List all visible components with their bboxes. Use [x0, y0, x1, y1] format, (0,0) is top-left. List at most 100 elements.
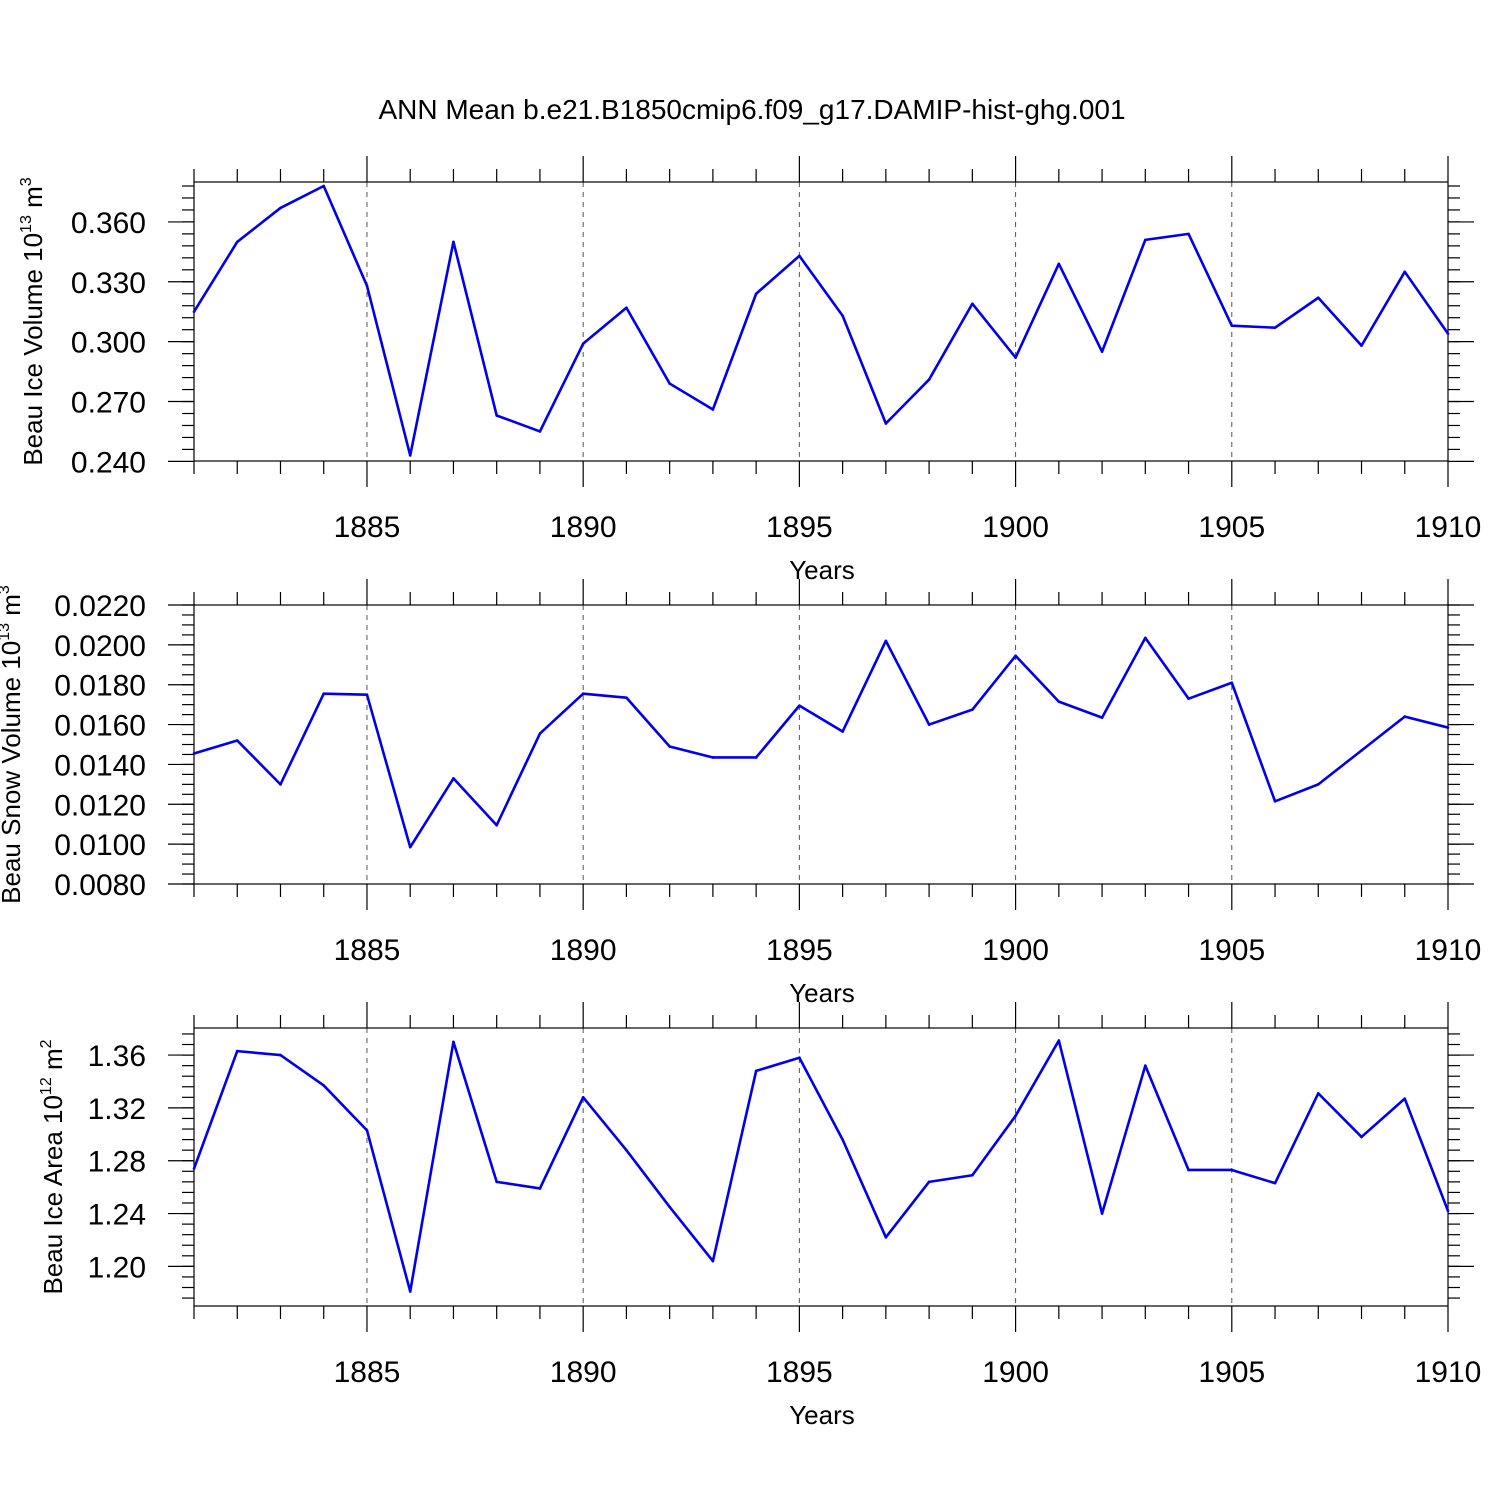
x-tick-label: 1890 — [550, 511, 617, 544]
data-point — [798, 254, 801, 258]
x-tick-label: 1910 — [1415, 511, 1482, 544]
data-point — [1316, 783, 1320, 786]
data-point — [1057, 262, 1061, 266]
chart-title: ANN Mean b.e21.B1850cmip6.f09_g17.DAMIP-… — [378, 94, 1125, 125]
data-point — [1446, 1209, 1450, 1213]
x-tick-label: 1890 — [550, 1356, 617, 1389]
data-point — [711, 1259, 715, 1263]
y-tick-label: 0.270 — [71, 387, 146, 420]
y-tick-label: 1.20 — [88, 1251, 146, 1284]
y-tick-label: 0.330 — [71, 267, 146, 300]
data-point — [711, 756, 715, 759]
data-point — [452, 240, 455, 244]
data-point — [884, 422, 888, 425]
data-point — [192, 752, 196, 755]
data-point — [971, 1173, 974, 1177]
panel-2: 0.0080 0.0100 0.0120 0.0140 0.0160 0.0180 0.02… — [0, 579, 1481, 1008]
data-point — [1273, 1181, 1277, 1185]
data-point — [408, 454, 412, 457]
series-line — [192, 184, 1450, 457]
y-axis-label: Beau Ice Volume 1013 m3 — [18, 177, 48, 465]
data-point — [365, 693, 369, 696]
data-point — [1187, 232, 1190, 236]
data-point — [581, 692, 585, 695]
data-point — [971, 708, 974, 711]
data-point — [322, 692, 326, 695]
x-axis-label: Years — [789, 1400, 855, 1430]
data-point — [754, 1069, 758, 1073]
data-point — [279, 206, 282, 210]
data-point — [279, 783, 282, 786]
x-tick-label: 1905 — [1198, 934, 1265, 967]
data-point — [798, 1056, 801, 1060]
data-point — [668, 382, 671, 385]
x-tick-label: 1910 — [1415, 1356, 1482, 1389]
data-point — [1100, 1212, 1104, 1215]
data-point — [538, 430, 542, 433]
data-point — [1014, 654, 1017, 658]
data-point — [1403, 715, 1407, 718]
x-tick-label: 1885 — [334, 511, 401, 544]
data-point — [1230, 1168, 1234, 1172]
data-point — [452, 1040, 455, 1044]
x-tick-label: 1895 — [766, 1356, 833, 1389]
data-point — [1014, 1114, 1017, 1118]
y-tick-label: 0.0160 — [54, 710, 146, 743]
data-point — [711, 408, 715, 411]
data-point — [538, 1187, 542, 1190]
data-point — [235, 739, 239, 742]
data-point — [408, 845, 412, 849]
data-point — [754, 756, 758, 759]
x-tick-label: 1885 — [334, 1356, 401, 1389]
data-point — [1316, 1092, 1320, 1095]
data-point — [841, 730, 844, 733]
data-point — [1230, 681, 1234, 685]
data-point — [495, 414, 498, 417]
x-tick-label: 1905 — [1198, 1356, 1265, 1389]
data-point — [365, 284, 369, 288]
series-line — [192, 1039, 1450, 1293]
data-point — [1144, 238, 1147, 242]
data-point — [1316, 296, 1320, 300]
data-point — [495, 823, 498, 827]
y-tick-label: 0.0080 — [54, 869, 146, 902]
data-point — [365, 1129, 369, 1132]
series-line — [193, 636, 1449, 849]
y-tick-label: 0.0100 — [54, 829, 146, 862]
data-point — [625, 306, 628, 310]
data-point — [1403, 270, 1407, 274]
x-tick-label: 1910 — [1415, 934, 1482, 967]
data-point — [1446, 332, 1450, 335]
data-point — [1144, 636, 1147, 640]
data-point — [235, 240, 239, 244]
data-point — [538, 732, 542, 735]
data-point — [495, 1180, 498, 1184]
data-point — [279, 1053, 282, 1057]
y-tick-label: 1.36 — [88, 1040, 146, 1073]
data-point — [1446, 726, 1450, 729]
y-axis-label: Beau Ice Area 1012 m2 — [38, 1039, 68, 1294]
y-tick-label: 1.24 — [88, 1199, 146, 1232]
data-point — [1230, 324, 1234, 327]
data-point — [841, 314, 844, 318]
x-tick-label: 1895 — [766, 511, 833, 544]
y-tick-label: 0.360 — [71, 207, 146, 240]
data-point — [1144, 1064, 1147, 1067]
data-point — [754, 292, 758, 296]
data-point — [452, 777, 455, 780]
x-tick-label: 1900 — [982, 1356, 1049, 1389]
data-point — [1057, 1039, 1061, 1042]
x-tick-label: 1885 — [334, 934, 401, 967]
y-tick-label: 0.0120 — [54, 789, 146, 822]
plot-frame — [193, 181, 1449, 462]
y-tick-label: 0.300 — [71, 327, 146, 360]
x-axis-label: Years — [789, 978, 855, 1008]
data-point — [1403, 1097, 1407, 1100]
y-tick-label: 0.0220 — [54, 590, 146, 623]
y-tick-label: 1.28 — [88, 1146, 146, 1179]
data-point — [927, 723, 931, 726]
data-point — [1187, 1168, 1190, 1172]
x-axis-label: Years — [789, 555, 855, 585]
data-point — [235, 1049, 239, 1053]
